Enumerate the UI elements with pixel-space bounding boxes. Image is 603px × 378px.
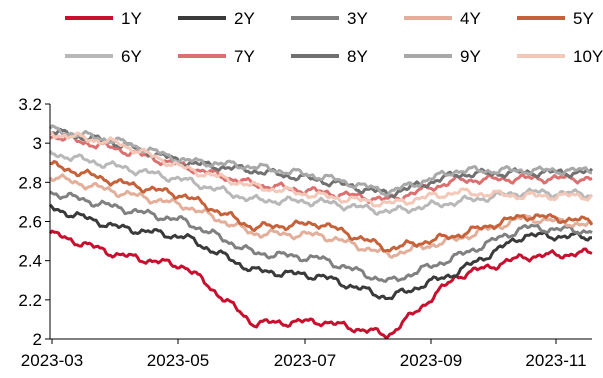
legend-item-4Y: 4Y <box>404 9 481 28</box>
series-line-3Y <box>49 190 593 283</box>
legend-label: 2Y <box>234 9 255 28</box>
series-line-5Y <box>50 160 594 253</box>
legend-item-1Y: 1Y <box>65 9 142 28</box>
y-tick-label: 2.4 <box>18 252 42 271</box>
legend-label: 10Y <box>573 47 603 66</box>
x-tick-label: 2023-07 <box>274 351 336 370</box>
y-tick-label: 2.6 <box>18 213 42 232</box>
legend-item-9Y: 9Y <box>404 47 481 66</box>
series-line-7Y <box>49 134 593 204</box>
legend-item-5Y: 5Y <box>517 9 594 28</box>
series-line-10Y <box>49 130 594 208</box>
legend-label: 7Y <box>234 47 255 66</box>
x-tick-label: 2023-03 <box>21 351 83 370</box>
legend-label: 1Y <box>121 9 142 28</box>
axes: 2 2.2 2.4 2.6 2.8 3 3.2 2023-03 2023-05 2023-07 20… <box>18 95 592 370</box>
y-tick-label: 2.2 <box>18 291 42 310</box>
y-tick-label: 2 <box>33 330 42 349</box>
y-tick-label: 3.2 <box>18 95 42 114</box>
legend-item-7Y: 7Y <box>178 47 255 66</box>
legend-item-2Y: 2Y <box>178 9 255 28</box>
y-tick-label: 2.8 <box>18 173 42 192</box>
x-tick-label: 2023-11 <box>525 351 586 370</box>
series-line-8Y <box>49 127 594 199</box>
legend-label: 6Y <box>121 47 142 66</box>
legend-item-3Y: 3Y <box>291 9 368 28</box>
legend-item-6Y: 6Y <box>65 47 142 66</box>
legend-item-8Y: 8Y <box>291 47 368 66</box>
y-tick-label: 3 <box>33 134 42 153</box>
series-line-2Y <box>48 203 592 301</box>
legend-label: 5Y <box>573 9 594 28</box>
legend-item-10Y: 10Y <box>517 47 603 66</box>
legend-label: 9Y <box>460 47 481 66</box>
legend-label: 3Y <box>347 9 368 28</box>
legend: 1Y 2Y 3Y 4Y 5Y 6Y 7Y 8Y 9Y 10Y <box>65 9 603 66</box>
legend-label: 4Y <box>460 9 481 28</box>
legend-label: 8Y <box>347 47 368 66</box>
plot-area <box>48 124 594 339</box>
x-tick-label: 2023-09 <box>400 351 462 370</box>
x-tick-label: 2023-05 <box>147 351 209 370</box>
series-line-1Y <box>48 229 593 339</box>
series-line-4Y <box>48 173 593 259</box>
